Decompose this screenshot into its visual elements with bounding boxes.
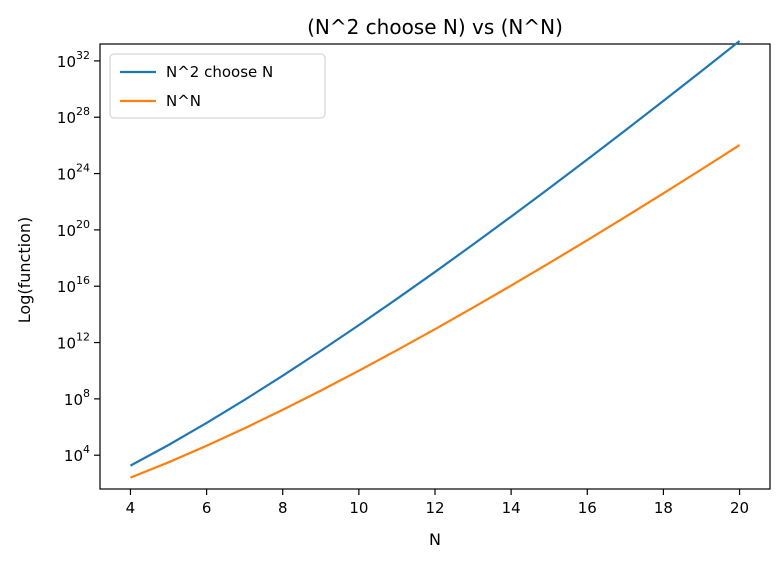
x-tick-label: 14 bbox=[502, 499, 521, 517]
legend-label-0: N^2 choose N bbox=[166, 63, 273, 81]
y-tick-label: 1032 bbox=[57, 49, 90, 71]
y-tick-label: 1024 bbox=[57, 162, 90, 184]
x-tick-label: 10 bbox=[349, 499, 368, 517]
y-tick-label: 1016 bbox=[57, 274, 90, 296]
x-tick-label: 18 bbox=[654, 499, 673, 517]
y-tick-label: 108 bbox=[64, 387, 90, 409]
y-axis-label: Log(function) bbox=[15, 217, 34, 323]
series-line-1 bbox=[130, 144, 741, 479]
y-tick-label: 1020 bbox=[57, 218, 90, 240]
x-axis-label: N bbox=[429, 530, 441, 549]
y-tick-label: 1028 bbox=[57, 105, 90, 127]
x-tick-label: 8 bbox=[278, 499, 288, 517]
legend: N^2 choose N N^N bbox=[109, 53, 326, 119]
x-tick-label: 20 bbox=[730, 499, 749, 517]
x-tick-label: 4 bbox=[126, 499, 136, 517]
y-tick-label: 104 bbox=[64, 443, 90, 465]
chart-title: (N^2 choose N) vs (N^N) bbox=[307, 15, 563, 39]
x-tick-label: 6 bbox=[202, 499, 212, 517]
x-tick-label: 16 bbox=[578, 499, 597, 517]
legend-box bbox=[109, 53, 326, 119]
series-line-0 bbox=[129, 40, 741, 467]
plot-area: 4 6 8 10 12 14 16 18 201041081012101610201024102… bbox=[57, 40, 771, 517]
legend-label-1: N^N bbox=[166, 92, 201, 110]
x-tick-label: 12 bbox=[425, 499, 444, 517]
y-tick-label: 1012 bbox=[57, 331, 90, 353]
